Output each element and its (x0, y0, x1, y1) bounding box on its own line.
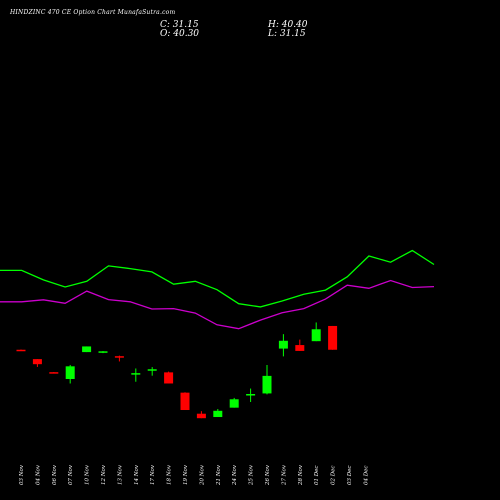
candle (262, 364, 272, 395)
candle (65, 364, 75, 384)
candle-body (49, 372, 59, 374)
candle (98, 351, 108, 354)
candle (180, 392, 190, 411)
candle-body (32, 359, 42, 365)
x-tick-label: 25 Nov (249, 464, 255, 486)
x-tick-label: 26 Nov (265, 464, 271, 486)
candle (114, 355, 124, 362)
x-tick-label: 13 Nov (117, 464, 123, 485)
x-tick-label: 03 Nov (19, 464, 25, 485)
x-tick-label: 02 Dec (331, 466, 337, 486)
lower-band-line (0, 279, 435, 330)
candle (213, 409, 223, 418)
candle (196, 411, 206, 419)
candle (16, 349, 26, 352)
candle-body (131, 373, 141, 375)
x-tick-label: 24 Nov (232, 464, 238, 486)
x-tick-label: 01 Dec (314, 466, 320, 486)
candle-body (328, 325, 338, 350)
candle-body (213, 410, 223, 418)
x-tick-label: 10 Nov (85, 464, 91, 485)
candle-body (246, 394, 256, 396)
x-tick-label: 07 Nov (68, 464, 74, 485)
candle (278, 334, 288, 357)
candle (246, 388, 256, 403)
x-tick-label: 04 Dec (363, 466, 369, 486)
candle (295, 339, 305, 351)
open-value: O: 40.30 (160, 29, 200, 39)
candle (311, 322, 321, 342)
candle-body (278, 340, 288, 349)
chart-title: HINDZINC 470 CE Option Chart MunafaSutra… (10, 9, 176, 16)
candle-body (311, 329, 321, 342)
candle (229, 397, 239, 408)
x-tick-label: 06 Nov (52, 464, 58, 485)
candle-body (98, 351, 108, 353)
x-tick-label: 20 Nov (199, 464, 205, 486)
candle-body (114, 356, 124, 358)
candle-body (229, 399, 239, 408)
candle (32, 359, 42, 367)
candle-body (196, 413, 206, 419)
candle (82, 346, 92, 353)
candle-body (82, 346, 92, 353)
low-value: L: 31.15 (268, 29, 306, 39)
candle-body (147, 369, 157, 371)
close-value: C: 31.15 (160, 20, 199, 30)
x-tick-label: 12 Nov (101, 464, 107, 485)
x-tick-label: 27 Nov (281, 464, 287, 486)
candle (131, 368, 141, 382)
candle-body (295, 345, 305, 351)
candles (16, 322, 338, 419)
x-tick-label: 03 Dec (347, 466, 353, 486)
candle-body (180, 392, 190, 411)
indicator-lines (0, 249, 435, 330)
candle-body (65, 366, 75, 379)
candle-body (16, 349, 26, 352)
candle (147, 367, 157, 376)
x-tick-label: 28 Nov (298, 464, 304, 486)
high-value: H: 40.40 (268, 20, 308, 30)
x-tick-label: 17 Nov (150, 464, 156, 485)
candle (328, 325, 338, 350)
x-tick-label: 21 Nov (216, 464, 222, 486)
x-tick-label: 14 Nov (134, 464, 140, 485)
x-tick-label: 04 Nov (35, 464, 41, 485)
x-axis-labels: 03 Nov 04 Nov 06 Nov 07 Nov 10 Nov 12 Nov 13 N… (19, 464, 369, 486)
candle-body (262, 375, 272, 394)
candle (164, 371, 174, 384)
x-tick-label: 18 Nov (167, 464, 173, 485)
candle (49, 371, 59, 374)
candle-body (164, 372, 174, 384)
x-tick-label: 19 Nov (183, 464, 189, 485)
upper-band-line (0, 249, 435, 308)
